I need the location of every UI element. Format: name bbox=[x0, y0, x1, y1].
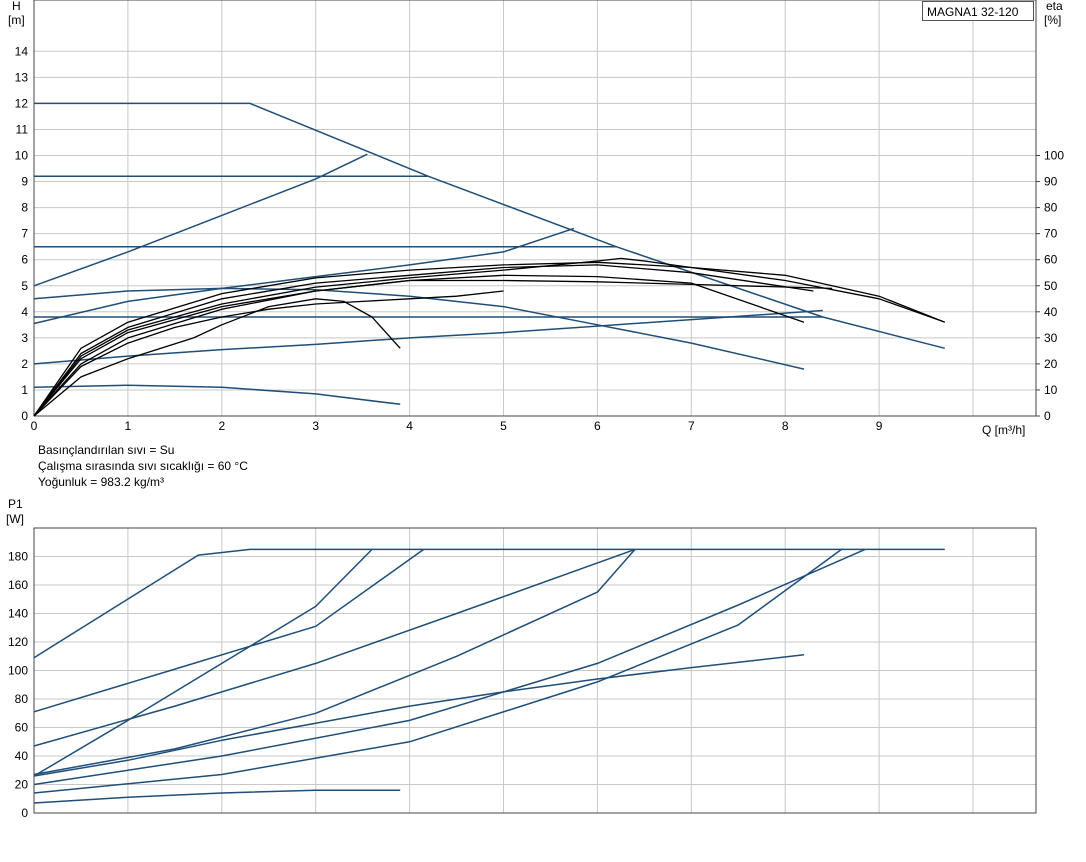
eta-y-tick-label: 100 bbox=[1044, 149, 1064, 163]
head-y-tick-label: 9 bbox=[21, 175, 28, 189]
head-y-tick-label: 2 bbox=[21, 357, 28, 371]
power-curve bbox=[33, 548, 425, 713]
fluid-temperature-text: Çalışma sırasında sıvı sıcaklığı = 60 °C bbox=[38, 459, 248, 473]
x-tick-label: 8 bbox=[782, 419, 789, 433]
eta-curve bbox=[33, 257, 946, 417]
x-tick-label: 2 bbox=[218, 419, 225, 433]
power-curve bbox=[33, 654, 805, 777]
head-y-tick-label: 8 bbox=[21, 201, 28, 215]
power-y-tick-label: 80 bbox=[15, 692, 29, 706]
head-curve bbox=[33, 309, 823, 365]
eta-curve bbox=[33, 290, 504, 417]
head-chart-ticks: 0 1 2 3 4 5 6 7 8 9012345678910111213140102030405… bbox=[15, 44, 1065, 433]
eta-curve bbox=[33, 298, 401, 417]
head-y-tick-label: 6 bbox=[21, 253, 28, 267]
eta-y-unit: [%] bbox=[1044, 13, 1061, 27]
fluid-density-text: Yoğunluk = 983.2 kg/m³ bbox=[38, 475, 164, 489]
head-y-tick-label: 11 bbox=[16, 122, 29, 136]
power-curve bbox=[33, 548, 636, 747]
eta-y-tick-label: 10 bbox=[1044, 383, 1058, 397]
eta-y-tick-label: 60 bbox=[1044, 253, 1058, 267]
head-y-tick-label: 10 bbox=[15, 149, 29, 163]
power-y-tick-label: 180 bbox=[8, 550, 28, 564]
power-y-tick-label: 20 bbox=[15, 778, 29, 792]
head-curve bbox=[33, 287, 805, 370]
head-y-label: H bbox=[12, 0, 21, 13]
x-tick-label: 9 bbox=[876, 419, 883, 433]
fluid-type-text: Basınçlandırılan sıvı = Su bbox=[38, 443, 175, 457]
eta-y-tick-label: 80 bbox=[1044, 201, 1058, 215]
power-y-tick-label: 120 bbox=[8, 635, 28, 649]
x-tick-label: 0 bbox=[31, 419, 38, 433]
x-tick-label: 4 bbox=[406, 419, 413, 433]
power-curve bbox=[33, 548, 373, 777]
eta-curve bbox=[33, 261, 946, 417]
power-chart-grid bbox=[33, 528, 1036, 814]
power-chart-frame bbox=[33, 527, 1037, 814]
eta-curve bbox=[33, 264, 814, 417]
power-chart-series bbox=[33, 548, 945, 804]
head-y-unit: [m] bbox=[8, 13, 25, 27]
x-tick-label: 5 bbox=[500, 419, 507, 433]
head-x-label: Q [m³/h] bbox=[982, 423, 1025, 437]
eta-y-tick-label: 40 bbox=[1044, 305, 1058, 319]
eta-curve bbox=[33, 279, 833, 417]
eta-y-tick-label: 30 bbox=[1044, 331, 1058, 345]
power-curve bbox=[33, 548, 945, 659]
head-y-tick-label: 13 bbox=[15, 70, 29, 84]
power-curve bbox=[33, 789, 401, 804]
x-tick-label: 3 bbox=[312, 419, 319, 433]
eta-y-label: eta bbox=[1046, 0, 1063, 13]
head-curve bbox=[33, 227, 575, 325]
eta-y-tick-label: 50 bbox=[1044, 279, 1058, 293]
eta-curve bbox=[33, 274, 805, 417]
power-y-tick-label: 140 bbox=[8, 607, 28, 621]
head-y-tick-label: 12 bbox=[15, 96, 29, 110]
power-y-unit: [W] bbox=[6, 512, 24, 526]
power-y-tick-label: 100 bbox=[8, 664, 28, 678]
head-curve bbox=[34, 102, 945, 350]
head-y-tick-label: 1 bbox=[21, 383, 28, 397]
head-y-tick-label: 14 bbox=[15, 44, 29, 58]
power-chart-ticks: 0 20 40 60 80 100 120 140 160 180 bbox=[8, 550, 28, 821]
eta-y-tick-label: 20 bbox=[1044, 357, 1058, 371]
power-y-label: P1 bbox=[8, 497, 23, 511]
eta-y-tick-label: 90 bbox=[1044, 175, 1058, 189]
power-y-tick-label: 0 bbox=[21, 806, 28, 820]
pump-model-label: MAGNA1 32-120 bbox=[922, 1, 1034, 21]
head-y-tick-label: 3 bbox=[21, 331, 28, 345]
head-y-tick-label: 7 bbox=[21, 227, 28, 241]
head-chart-grid bbox=[33, 0, 1036, 417]
fluid-info-block: Basınçlandırılan sıvı = Su Çalışma sıras… bbox=[38, 442, 248, 490]
eta-y-tick-label: 70 bbox=[1044, 227, 1058, 241]
head-y-tick-label: 4 bbox=[21, 305, 28, 319]
eta-y-tick-label: 0 bbox=[1044, 409, 1051, 423]
head-curve bbox=[33, 384, 401, 406]
power-y-tick-label: 160 bbox=[8, 578, 28, 592]
head-y-tick-label: 5 bbox=[21, 279, 28, 293]
x-tick-label: 6 bbox=[594, 419, 601, 433]
power-y-tick-label: 60 bbox=[15, 721, 29, 735]
x-tick-label: 1 bbox=[125, 419, 132, 433]
x-tick-label: 7 bbox=[688, 419, 695, 433]
power-y-tick-label: 40 bbox=[15, 749, 29, 763]
power-curve bbox=[33, 548, 842, 794]
head-y-tick-label: 0 bbox=[21, 409, 28, 423]
power-curve bbox=[33, 548, 636, 776]
head-curve bbox=[33, 153, 368, 287]
head-chart-series bbox=[33, 102, 946, 417]
